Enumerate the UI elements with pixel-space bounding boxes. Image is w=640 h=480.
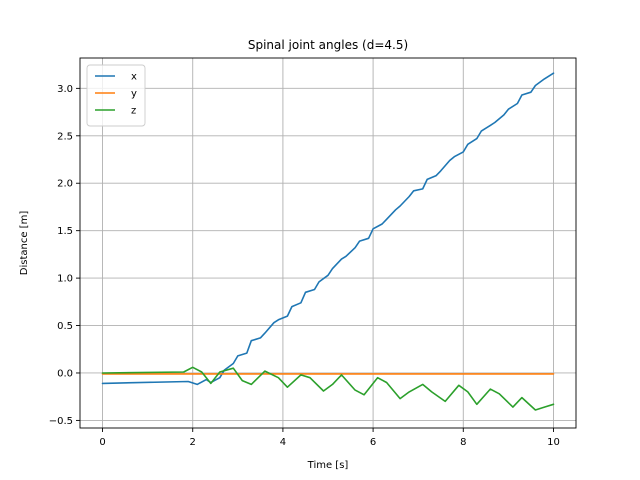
- series-line-x: [101, 72, 555, 386]
- legend-label-x: x: [131, 72, 137, 83]
- chart-title: Spinal joint angles (d=4.5): [248, 38, 408, 52]
- x-tick-label: 10: [547, 437, 560, 448]
- plot-area: [101, 72, 555, 411]
- y-axis: −0.5 0.0 0.5 1.0 1.5 2.0 2.5 3.0: [49, 84, 80, 427]
- x-tick-label: 0: [99, 437, 105, 448]
- legend: xyz: [86, 64, 146, 127]
- plot-frame: [79, 57, 577, 429]
- y-tick-label: 0.0: [57, 368, 73, 379]
- x-tick-label: 8: [460, 437, 466, 448]
- y-tick-label: 2.0: [57, 179, 73, 190]
- legend-label-z: z: [131, 106, 136, 117]
- x-tick-label: 6: [370, 437, 376, 448]
- x-tick-label: 4: [280, 437, 286, 448]
- y-axis-label: Distance [m]: [19, 211, 30, 276]
- x-axis-label: Time [s]: [307, 460, 349, 471]
- y-tick-label: 0.5: [57, 321, 73, 332]
- y-tick-label: 2.5: [57, 131, 73, 142]
- legend-label-y: y: [131, 89, 137, 100]
- y-tick-label: 3.0: [57, 84, 73, 95]
- y-tick-label: 1.5: [57, 226, 73, 237]
- y-tick-label: −0.5: [49, 416, 73, 427]
- y-tick-label: 1.0: [57, 274, 73, 285]
- series-line-z: [101, 366, 555, 411]
- x-tick-label: 2: [190, 437, 196, 448]
- x-axis: 0 2 4 6 8 10: [99, 428, 560, 448]
